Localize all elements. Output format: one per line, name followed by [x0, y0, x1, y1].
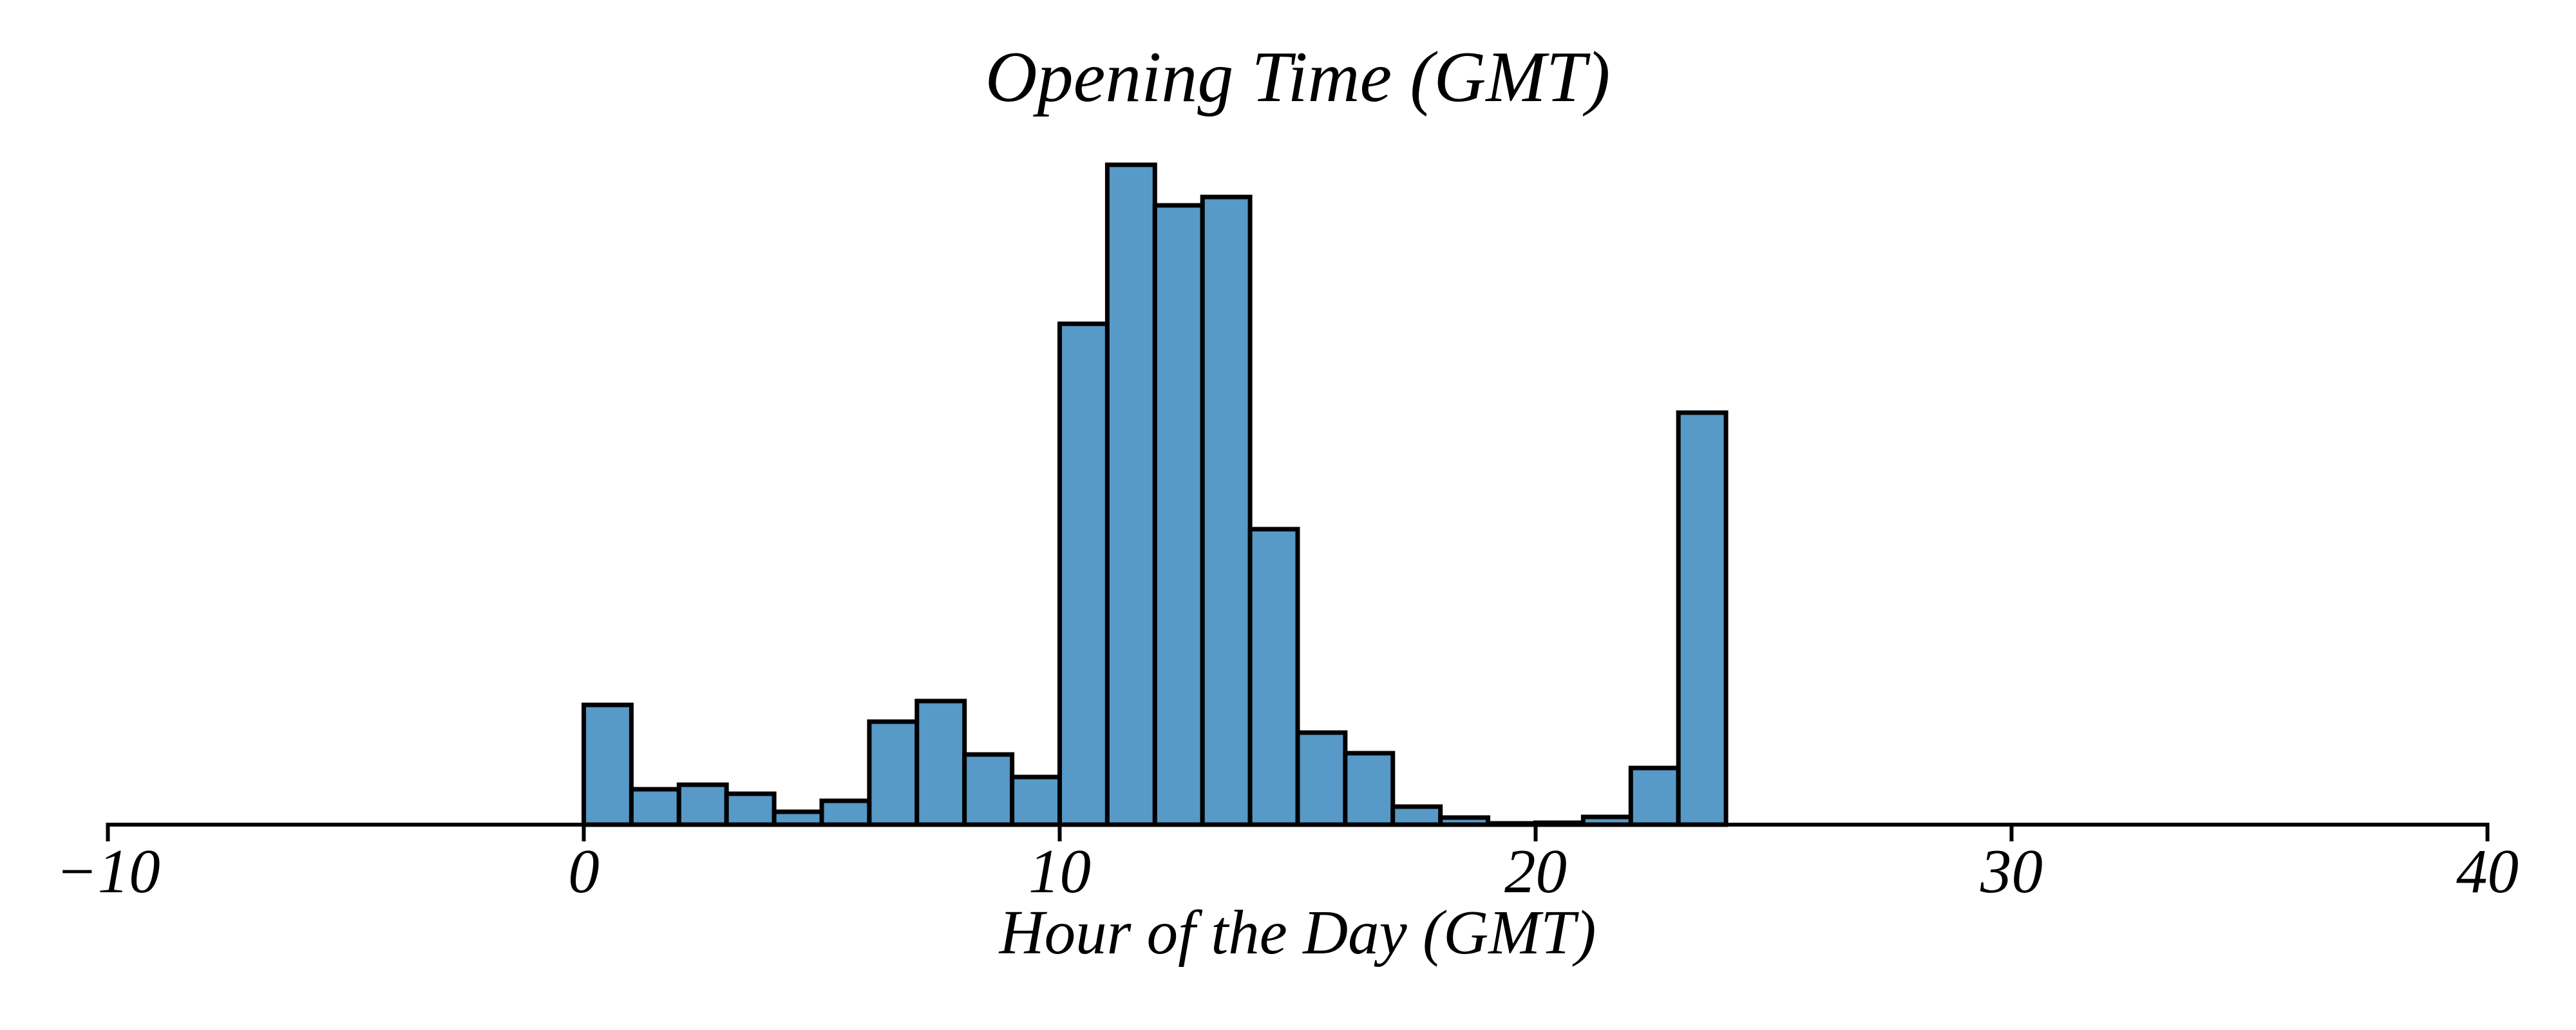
- histogram-bar: [1010, 774, 1062, 827]
- histogram-bar: [1104, 162, 1157, 827]
- histogram-bar: [914, 698, 967, 827]
- x-tick-label: 40: [2456, 837, 2519, 906]
- histogram-bar: [629, 787, 681, 827]
- x-tick-label: 10: [1028, 837, 1091, 906]
- histogram-bar: [724, 791, 777, 827]
- histogram-bar: [1247, 527, 1300, 827]
- histogram-bar: [1676, 410, 1728, 827]
- x-tick-label: 30: [1980, 837, 2043, 906]
- x-tick-label: 0: [568, 837, 600, 906]
- histogram-bar: [676, 782, 729, 827]
- chart-title: Opening Time (GMT): [985, 37, 1611, 117]
- histogram-bar: [962, 752, 1015, 827]
- histogram-bar: [1057, 321, 1110, 827]
- histogram-bar: [867, 719, 920, 827]
- histogram-bar: [1343, 751, 1396, 827]
- histogram-bar: [1390, 804, 1443, 827]
- histogram-bar: [1200, 194, 1253, 827]
- histogram-bar: [819, 798, 872, 827]
- x-tick-label: 20: [1504, 837, 1567, 906]
- x-axis-label: Hour of the Day (GMT): [999, 898, 1596, 967]
- histogram-bar: [1152, 203, 1205, 827]
- histogram-bar: [1628, 765, 1681, 827]
- histogram-bar: [582, 702, 634, 827]
- histogram-bar: [1295, 730, 1348, 827]
- x-tick-label: −10: [55, 837, 160, 906]
